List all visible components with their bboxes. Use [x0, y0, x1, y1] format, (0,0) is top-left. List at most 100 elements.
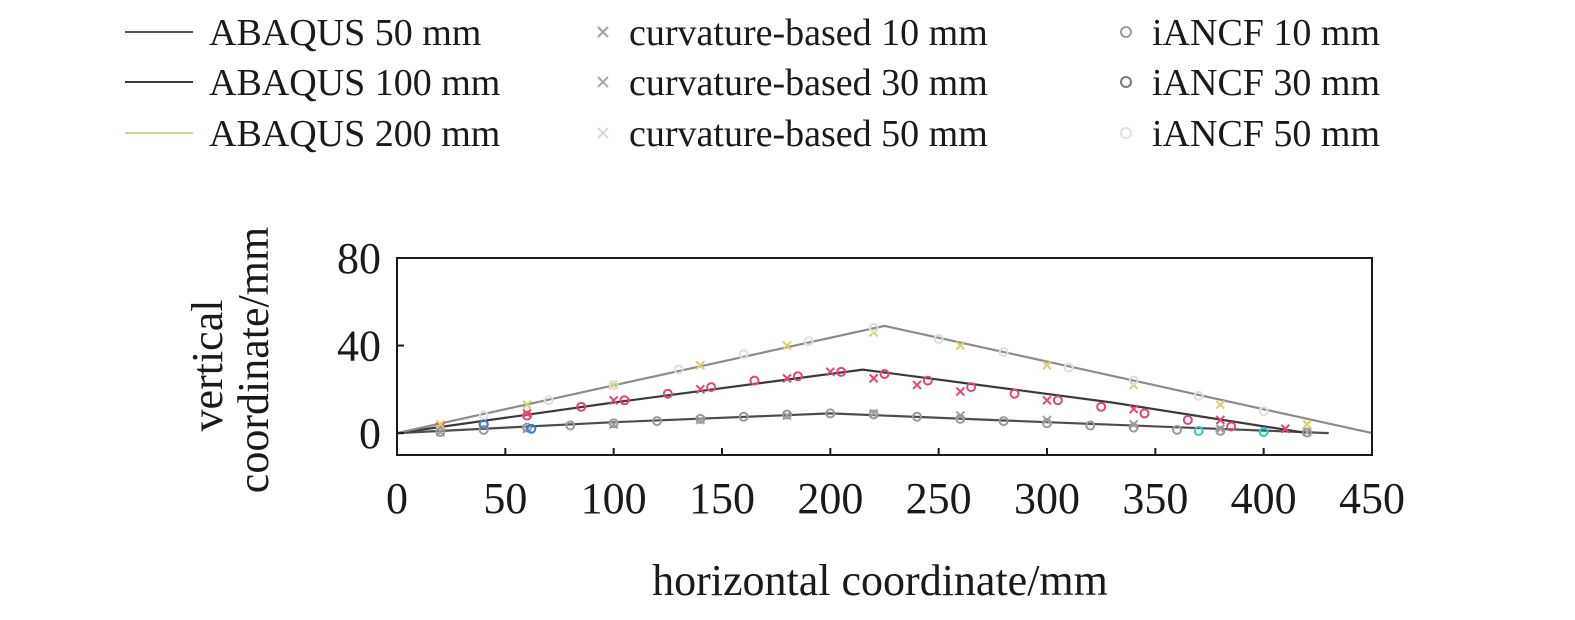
data-point-circle — [1258, 406, 1269, 417]
y-tick-label: 40 — [337, 322, 381, 371]
data-point-cross — [1042, 395, 1052, 405]
data-point-cross — [912, 380, 922, 390]
data-point-cross — [782, 373, 792, 384]
legend-label: curvature-based 50 mm — [629, 113, 988, 155]
data-point-circle — [1172, 424, 1182, 435]
data-point-circle — [955, 413, 966, 424]
x-tick-label: 350 — [1122, 474, 1188, 523]
data-point-cross — [1280, 424, 1291, 434]
data-point-circle — [933, 333, 944, 344]
x-tick-label: 300 — [1014, 474, 1080, 523]
y-axis-label-line-1: vertical — [183, 300, 232, 432]
data-point-circle — [1193, 390, 1204, 401]
legend-label: iANCF 30 mm — [1152, 62, 1380, 104]
data-point-cross — [695, 360, 706, 370]
data-point-circle — [998, 416, 1009, 427]
series-iancf-10-mm — [1193, 425, 1269, 438]
data-point-circle — [1302, 427, 1312, 438]
y-axis-label-line-2: coordinate/mm — [229, 227, 278, 493]
data-point-circle — [868, 409, 879, 420]
data-point-circle — [868, 323, 879, 334]
data-point-circle — [1128, 422, 1139, 433]
x-tick-label: 100 — [581, 474, 647, 523]
y-tick-label: 0 — [359, 409, 381, 458]
y-tick-label: 80 — [337, 234, 381, 283]
legend-label: ABAQUS 200 mm — [209, 113, 500, 155]
data-point-circle — [695, 413, 706, 424]
data-point-circle — [652, 416, 662, 427]
data-point-circle — [1215, 425, 1226, 436]
x-tick-label: 150 — [689, 474, 755, 523]
x-tick-label: 450 — [1339, 474, 1405, 523]
data-point-circle — [1128, 375, 1139, 386]
data-point-circle — [608, 418, 619, 429]
data-point-circle — [825, 408, 836, 419]
legend-circle-marker — [1120, 26, 1132, 38]
legend-label: ABAQUS 100 mm — [209, 62, 500, 104]
data-point-circle — [738, 411, 749, 422]
y-axis-label: vertical coordinate/mm — [183, 227, 278, 493]
data-point-cross — [522, 399, 532, 410]
data-point-circle — [966, 382, 977, 393]
data-point-cross — [1042, 360, 1052, 370]
legend-circle-marker — [1120, 76, 1132, 88]
legend-item-abaqus-50-mm: ABAQUS 50 mm — [125, 12, 481, 54]
legend-circle-marker — [1120, 127, 1132, 139]
legend-label: curvature-based 10 mm — [629, 12, 988, 54]
data-point-circle — [526, 423, 537, 434]
data-point-circle — [1042, 418, 1052, 429]
legend-item-curvature-based-30-mm: curvature-based 30 mm — [597, 62, 988, 104]
data-point-circle — [1096, 401, 1107, 412]
series-abaqus-100-mm — [396, 368, 1308, 435]
data-point-circle — [576, 401, 587, 412]
legend-label: iANCF 50 mm — [1152, 113, 1380, 155]
series-iancf-30-mm — [478, 419, 537, 434]
series-abaqus-50-mm — [396, 412, 1329, 435]
x-tick-label: 200 — [797, 474, 863, 523]
data-point-circle — [912, 411, 922, 422]
data-point-circle — [543, 395, 554, 406]
data-point-circle — [1139, 408, 1150, 419]
legend-item-abaqus-100-mm: ABAQUS 100 mm — [125, 62, 500, 104]
data-point-circle — [792, 371, 803, 382]
data-point-circle — [1258, 427, 1269, 438]
legend-item-iancf-10-mm: iANCF 10 mm — [1120, 12, 1380, 54]
data-point-circle — [782, 409, 792, 420]
data-point-cross — [1302, 419, 1312, 430]
data-point-circle — [998, 347, 1009, 358]
series-line — [396, 368, 1308, 435]
data-point-circle — [803, 336, 814, 347]
legend-label: curvature-based 30 mm — [629, 62, 988, 104]
legend-item-curvature-based-10-mm: curvature-based 10 mm — [597, 12, 988, 54]
data-point-circle — [1226, 421, 1237, 432]
data-point-cross — [1215, 415, 1226, 425]
data-point-circle — [1085, 420, 1096, 431]
legend-cross-marker — [597, 127, 609, 139]
data-point-circle — [478, 419, 489, 430]
data-point-circle — [478, 424, 489, 435]
data-point-cross — [868, 373, 879, 384]
data-point-circle — [922, 375, 933, 386]
plot-frame — [396, 257, 1373, 456]
legend-item-iancf-30-mm: iANCF 30 mm — [1120, 62, 1380, 104]
x-tick-label: 400 — [1231, 474, 1297, 523]
x-axis-label: horizontal coordinate/mm — [652, 556, 1108, 605]
data-point-circle — [522, 422, 532, 433]
legend-label: ABAQUS 50 mm — [209, 12, 481, 54]
data-point-circle — [749, 375, 760, 386]
data-point-circle — [608, 379, 619, 390]
data-point-circle — [879, 369, 890, 380]
data-point-cross — [825, 367, 836, 377]
legend-cross-marker — [597, 76, 609, 88]
series-abaqus-200-mm — [396, 324, 1373, 435]
data-point-circle — [522, 410, 532, 421]
data-point-cross — [782, 340, 792, 351]
data-point-circle — [1193, 425, 1204, 436]
legend-item-abaqus-200-mm: ABAQUS 200 mm — [125, 113, 500, 155]
data-point-circle — [738, 349, 749, 360]
data-point-circle — [435, 427, 446, 438]
data-point-cross — [522, 408, 532, 419]
data-point-circle — [1052, 395, 1063, 406]
data-point-cross — [695, 384, 706, 395]
